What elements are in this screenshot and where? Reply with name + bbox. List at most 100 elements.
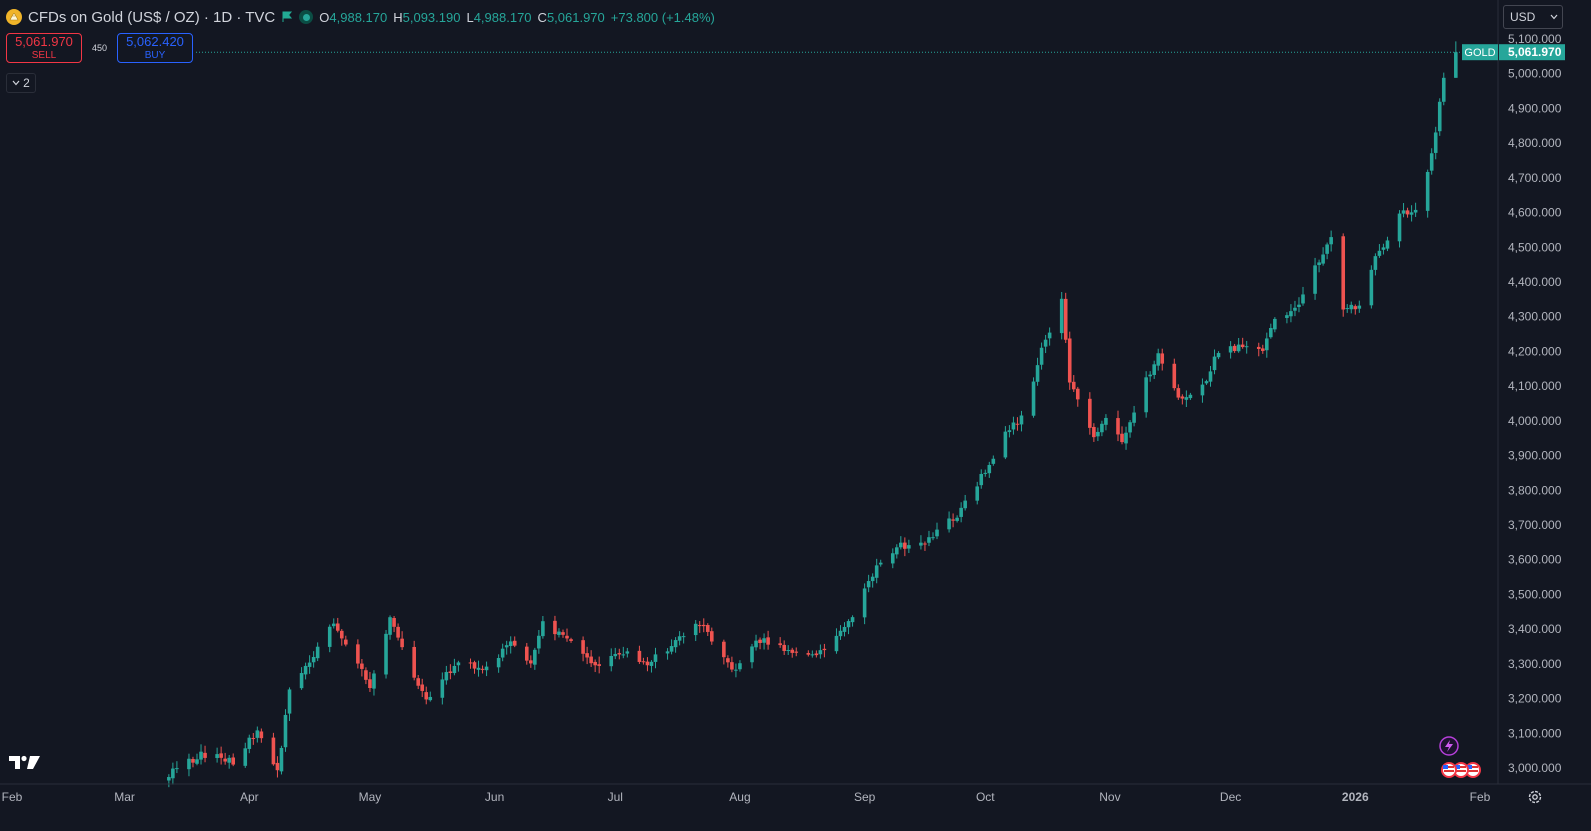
candle [818, 644, 823, 659]
price-tick-label: 4,100.000 [1508, 379, 1562, 393]
price-axis[interactable]: 3,000.000 3,100.000 3,200.000 3,300.000 3,40… [1508, 32, 1562, 775]
candle [456, 660, 461, 672]
last-price-label: 5,061.970 [1508, 45, 1562, 59]
candle [283, 709, 288, 752]
indicators-count: 2 [23, 76, 30, 90]
candle [524, 642, 529, 665]
time-tick-label: 2026 [1342, 790, 1369, 804]
ohlc-value: 4,988.170 [473, 9, 532, 25]
candle [1441, 72, 1446, 106]
candle [947, 511, 951, 533]
sell-price: 5,061.970 [15, 34, 73, 50]
candle [738, 660, 742, 672]
candle [396, 623, 400, 641]
ohlc-value: 5,093.190 [402, 9, 461, 25]
candle [762, 633, 766, 650]
buy-label: BUY [144, 49, 166, 61]
candle [187, 753, 191, 777]
currency-select[interactable]: USD [1503, 5, 1563, 29]
candle [693, 620, 698, 642]
candle [1256, 342, 1261, 357]
candle [243, 742, 248, 768]
candle [259, 728, 264, 743]
price-tick-label: 3,800.000 [1508, 483, 1562, 497]
live-status-icon [299, 10, 314, 24]
candle [1240, 337, 1245, 349]
candle [1180, 394, 1185, 405]
candle [508, 636, 513, 654]
symbol-title[interactable]: CFDs on Gold (US$ / OZ) · 1D · TVC [28, 8, 276, 26]
candle [1031, 377, 1036, 418]
candle [1088, 392, 1092, 435]
currency-value: USD [1510, 10, 1536, 24]
price-tick-label: 4,500.000 [1508, 240, 1562, 254]
candle [271, 732, 276, 766]
candle [1413, 202, 1418, 217]
candle [617, 648, 622, 660]
candle [1297, 297, 1301, 313]
candle [838, 625, 843, 640]
candle [878, 559, 883, 567]
candle [862, 583, 867, 625]
price-tick-label: 3,400.000 [1508, 622, 1562, 636]
candle [991, 455, 996, 466]
candle [1425, 169, 1430, 218]
candle [1096, 427, 1100, 442]
candle [327, 624, 332, 653]
candle [1092, 423, 1096, 442]
time-axis[interactable]: Feb Mar Apr May Jun Jul Aug Sep Oct Nov Dec 2026 Feb [2, 790, 1491, 804]
settings-icon[interactable] [1527, 789, 1543, 805]
candle [814, 650, 819, 658]
time-tick-label: May [359, 790, 382, 804]
candle [557, 628, 561, 638]
candle [625, 647, 630, 658]
candle [1100, 420, 1104, 437]
ohlc-values: O4,988.170 H5,093.190 L4,988.170 C5,061.… [319, 10, 605, 25]
candle [923, 541, 927, 551]
price-tick-label: 5,000.000 [1508, 67, 1562, 81]
gold-logo-icon[interactable] [6, 9, 22, 25]
us-flag-icon[interactable] [1465, 762, 1481, 778]
candle [730, 656, 734, 673]
candle [537, 629, 541, 654]
us-flag-icon[interactable] [1441, 762, 1457, 778]
candle [1341, 233, 1346, 317]
event-markers[interactable] [1437, 736, 1485, 787]
candle [1293, 300, 1297, 317]
indicators-toggle-button[interactable]: 2 [6, 73, 36, 93]
candle [1015, 417, 1020, 431]
sell-button[interactable]: 5,061.970 SELL [6, 33, 82, 63]
candle [866, 574, 871, 593]
ohlc-key: H [393, 9, 403, 25]
lightning-icon[interactable] [1439, 736, 1459, 756]
buy-button[interactable]: 5,062.420 BUY [117, 33, 193, 63]
candle [750, 643, 754, 669]
ohlc-key: O [319, 9, 330, 25]
candle [255, 726, 260, 743]
candle [247, 734, 252, 754]
time-tick-label: Feb [2, 790, 23, 804]
candle [1104, 414, 1108, 431]
candle [1120, 426, 1124, 445]
tradingview-logo-icon[interactable] [9, 754, 41, 770]
time-tick-label: Sep [854, 790, 876, 804]
candle [1273, 317, 1277, 333]
candle [641, 657, 646, 665]
flag-icon[interactable] [281, 11, 293, 23]
candle [303, 662, 308, 680]
price-tick-label: 3,700.000 [1508, 518, 1562, 532]
candle [593, 659, 597, 673]
buy-price: 5,062.420 [126, 34, 184, 50]
us-flag-icon[interactable] [1453, 762, 1469, 778]
candle [400, 631, 404, 650]
candle [834, 628, 839, 654]
time-tick-label: Aug [729, 790, 750, 804]
candle [440, 672, 445, 705]
candle [251, 733, 256, 745]
candle [428, 691, 433, 702]
candle [1035, 357, 1040, 386]
candle [697, 621, 702, 633]
